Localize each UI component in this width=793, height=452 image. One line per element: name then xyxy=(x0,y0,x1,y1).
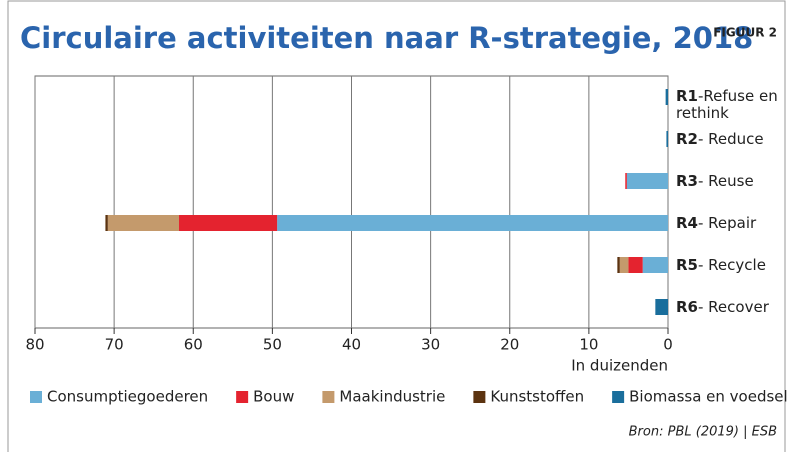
x-tick-label: 80 xyxy=(25,336,44,354)
bar-segment xyxy=(655,299,668,315)
x-tick-label: 50 xyxy=(263,336,282,354)
category-label: R1-Refuse en rethink xyxy=(676,88,788,122)
bar-segment xyxy=(642,257,668,273)
category-description: - Reuse xyxy=(698,171,754,190)
bar-segment xyxy=(666,131,668,147)
bar-segment xyxy=(626,173,668,189)
legend-label: Kunststoffen xyxy=(490,388,584,406)
category-code: R5 xyxy=(676,255,698,274)
legend-swatch xyxy=(612,391,625,403)
bar-segment xyxy=(107,215,180,231)
bar-segment xyxy=(105,215,108,231)
legend-label: Biomassa en voedsel xyxy=(629,388,788,406)
x-tick-label: 70 xyxy=(105,336,124,354)
category-code: R6 xyxy=(676,297,698,316)
legend-swatch xyxy=(30,391,42,403)
bar-segment xyxy=(179,215,278,231)
legend-swatch xyxy=(473,391,486,403)
category-code: R2 xyxy=(676,129,698,148)
bar-segment xyxy=(619,257,629,273)
x-tick-label: 10 xyxy=(579,336,598,354)
x-tick-label: 30 xyxy=(421,336,440,354)
bar-segment xyxy=(628,257,643,273)
legend-label: Maakindustrie xyxy=(339,388,445,406)
bar-segment xyxy=(277,215,668,231)
category-label: R6- Recover xyxy=(676,297,788,316)
category-code: R4 xyxy=(676,213,698,232)
frame xyxy=(7,0,786,452)
category-code: R1 xyxy=(676,87,698,105)
legend-label: Consumptiegoederen xyxy=(47,388,208,406)
category-description: - Recover xyxy=(698,297,769,316)
legend-swatch xyxy=(236,391,249,403)
category-label: R5- Recycle xyxy=(676,255,788,274)
bar-segment xyxy=(665,89,668,105)
x-tick-label: 20 xyxy=(500,336,519,354)
category-code: R3 xyxy=(676,171,698,190)
category-description: - Reduce xyxy=(698,129,764,148)
x-tick-label: 0 xyxy=(663,336,673,354)
x-tick-label: 60 xyxy=(184,336,203,354)
category-label: R4- Repair xyxy=(676,213,788,232)
x-axis-label: In duizenden xyxy=(571,357,668,375)
category-description: - Repair xyxy=(698,213,757,232)
figure-label: FIGUUR 2 xyxy=(713,26,777,40)
legend-label: Bouw xyxy=(253,388,294,406)
category-description: - Recycle xyxy=(698,255,766,274)
category-description: -Refuse en rethink xyxy=(676,87,778,122)
category-label: R2- Reduce xyxy=(676,129,788,148)
chart-title: Circulaire activiteiten naar R-strategie… xyxy=(20,21,753,55)
source: Bron: PBL (2019) | ESB xyxy=(629,425,777,440)
legend-swatch xyxy=(322,391,335,403)
x-tick-label: 40 xyxy=(342,336,361,354)
bar-segment xyxy=(625,173,627,189)
bar-segment xyxy=(617,257,620,273)
category-label: R3- Reuse xyxy=(676,171,788,190)
